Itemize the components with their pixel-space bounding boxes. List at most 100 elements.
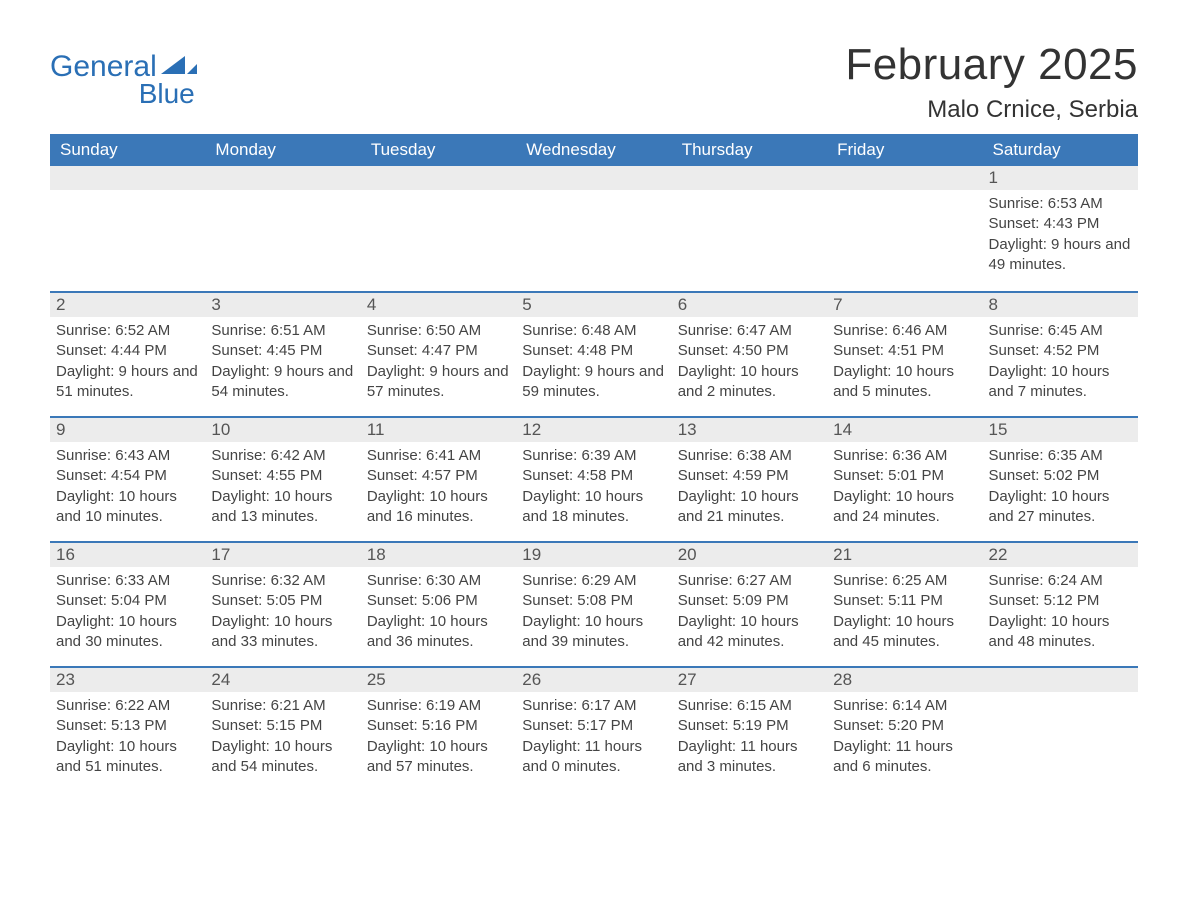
daylight-text: Daylight: 9 hours and 57 minutes. <box>367 362 510 403</box>
day-number: 16 <box>50 543 205 567</box>
day-cell: 26Sunrise: 6:17 AMSunset: 5:17 PMDayligh… <box>516 668 671 791</box>
day-header: Wednesday <box>516 134 671 166</box>
sunset-text: Sunset: 4:47 PM <box>367 341 510 361</box>
day-number: . <box>672 166 827 190</box>
day-cell: 23Sunrise: 6:22 AMSunset: 5:13 PMDayligh… <box>50 668 205 791</box>
day-number: 25 <box>361 668 516 692</box>
day-cell: 6Sunrise: 6:47 AMSunset: 4:50 PMDaylight… <box>672 293 827 416</box>
daylight-text: Daylight: 10 hours and 54 minutes. <box>211 737 354 778</box>
day-body: Sunrise: 6:19 AMSunset: 5:16 PMDaylight:… <box>361 692 516 785</box>
sunset-text: Sunset: 5:01 PM <box>833 466 976 486</box>
sunset-text: Sunset: 4:48 PM <box>522 341 665 361</box>
day-body: Sunrise: 6:30 AMSunset: 5:06 PMDaylight:… <box>361 567 516 660</box>
day-number: 13 <box>672 418 827 442</box>
sunset-text: Sunset: 5:20 PM <box>833 716 976 736</box>
logo: General Blue <box>50 40 199 110</box>
day-number: 3 <box>205 293 360 317</box>
logo-text-block: General Blue <box>50 52 199 110</box>
day-cell: . <box>205 166 360 291</box>
day-body: Sunrise: 6:25 AMSunset: 5:11 PMDaylight:… <box>827 567 982 660</box>
daylight-text: Daylight: 10 hours and 45 minutes. <box>833 612 976 653</box>
day-number: 6 <box>672 293 827 317</box>
daylight-text: Daylight: 9 hours and 54 minutes. <box>211 362 354 403</box>
day-header: Thursday <box>672 134 827 166</box>
day-cell: 3Sunrise: 6:51 AMSunset: 4:45 PMDaylight… <box>205 293 360 416</box>
sunrise-text: Sunrise: 6:42 AM <box>211 446 354 466</box>
sunset-text: Sunset: 5:02 PM <box>989 466 1132 486</box>
day-number: . <box>827 166 982 190</box>
day-body: Sunrise: 6:36 AMSunset: 5:01 PMDaylight:… <box>827 442 982 535</box>
sunrise-text: Sunrise: 6:41 AM <box>367 446 510 466</box>
sunrise-text: Sunrise: 6:36 AM <box>833 446 976 466</box>
week-row: 23Sunrise: 6:22 AMSunset: 5:13 PMDayligh… <box>50 666 1138 791</box>
day-body <box>361 190 516 202</box>
sunset-text: Sunset: 5:19 PM <box>678 716 821 736</box>
sunset-text: Sunset: 5:16 PM <box>367 716 510 736</box>
day-headers-row: SundayMondayTuesdayWednesdayThursdayFrid… <box>50 134 1138 166</box>
daylight-text: Daylight: 10 hours and 24 minutes. <box>833 487 976 528</box>
day-body: Sunrise: 6:52 AMSunset: 4:44 PMDaylight:… <box>50 317 205 410</box>
day-number: 28 <box>827 668 982 692</box>
day-number: 9 <box>50 418 205 442</box>
sunrise-text: Sunrise: 6:15 AM <box>678 696 821 716</box>
day-number: 22 <box>983 543 1138 567</box>
sunrise-text: Sunrise: 6:53 AM <box>989 194 1132 214</box>
day-body: Sunrise: 6:51 AMSunset: 4:45 PMDaylight:… <box>205 317 360 410</box>
daylight-text: Daylight: 9 hours and 49 minutes. <box>989 235 1132 276</box>
day-body: Sunrise: 6:38 AMSunset: 4:59 PMDaylight:… <box>672 442 827 535</box>
day-number: 21 <box>827 543 982 567</box>
day-body: Sunrise: 6:42 AMSunset: 4:55 PMDaylight:… <box>205 442 360 535</box>
day-number: 23 <box>50 668 205 692</box>
day-body: Sunrise: 6:15 AMSunset: 5:19 PMDaylight:… <box>672 692 827 785</box>
day-body <box>827 190 982 202</box>
logo-word2: Blue <box>139 78 195 109</box>
day-cell: . <box>983 668 1138 791</box>
sunset-text: Sunset: 4:44 PM <box>56 341 199 361</box>
daylight-text: Daylight: 11 hours and 0 minutes. <box>522 737 665 778</box>
daylight-text: Daylight: 10 hours and 33 minutes. <box>211 612 354 653</box>
daylight-text: Daylight: 10 hours and 7 minutes. <box>989 362 1132 403</box>
sunset-text: Sunset: 4:57 PM <box>367 466 510 486</box>
day-cell: 15Sunrise: 6:35 AMSunset: 5:02 PMDayligh… <box>983 418 1138 541</box>
weeks-container: ......1Sunrise: 6:53 AMSunset: 4:43 PMDa… <box>50 166 1138 791</box>
day-body: Sunrise: 6:47 AMSunset: 4:50 PMDaylight:… <box>672 317 827 410</box>
header: General Blue February 2025 Malo Crnice, … <box>50 40 1138 130</box>
day-cell: . <box>672 166 827 291</box>
sunrise-text: Sunrise: 6:29 AM <box>522 571 665 591</box>
day-cell: . <box>516 166 671 291</box>
sunset-text: Sunset: 4:51 PM <box>833 341 976 361</box>
sunrise-text: Sunrise: 6:21 AM <box>211 696 354 716</box>
day-cell: 13Sunrise: 6:38 AMSunset: 4:59 PMDayligh… <box>672 418 827 541</box>
day-number: 20 <box>672 543 827 567</box>
day-body: Sunrise: 6:14 AMSunset: 5:20 PMDaylight:… <box>827 692 982 785</box>
day-cell: 14Sunrise: 6:36 AMSunset: 5:01 PMDayligh… <box>827 418 982 541</box>
day-body: Sunrise: 6:46 AMSunset: 4:51 PMDaylight:… <box>827 317 982 410</box>
sunrise-text: Sunrise: 6:39 AM <box>522 446 665 466</box>
day-body: Sunrise: 6:17 AMSunset: 5:17 PMDaylight:… <box>516 692 671 785</box>
sunset-text: Sunset: 5:11 PM <box>833 591 976 611</box>
sunset-text: Sunset: 4:55 PM <box>211 466 354 486</box>
sunset-text: Sunset: 4:54 PM <box>56 466 199 486</box>
day-number: 17 <box>205 543 360 567</box>
sunset-text: Sunset: 5:09 PM <box>678 591 821 611</box>
day-cell: 9Sunrise: 6:43 AMSunset: 4:54 PMDaylight… <box>50 418 205 541</box>
day-cell: . <box>50 166 205 291</box>
title-block: February 2025 Malo Crnice, Serbia <box>845 40 1138 130</box>
sunrise-text: Sunrise: 6:52 AM <box>56 321 199 341</box>
sunrise-text: Sunrise: 6:25 AM <box>833 571 976 591</box>
sunrise-text: Sunrise: 6:35 AM <box>989 446 1132 466</box>
day-number: 26 <box>516 668 671 692</box>
sunset-text: Sunset: 4:43 PM <box>989 214 1132 234</box>
day-header: Tuesday <box>361 134 516 166</box>
daylight-text: Daylight: 10 hours and 13 minutes. <box>211 487 354 528</box>
day-number: 1 <box>983 166 1138 190</box>
location: Malo Crnice, Serbia <box>845 96 1138 124</box>
day-cell: 18Sunrise: 6:30 AMSunset: 5:06 PMDayligh… <box>361 543 516 666</box>
daylight-text: Daylight: 10 hours and 18 minutes. <box>522 487 665 528</box>
day-body: Sunrise: 6:35 AMSunset: 5:02 PMDaylight:… <box>983 442 1138 535</box>
sunset-text: Sunset: 4:45 PM <box>211 341 354 361</box>
day-number: 14 <box>827 418 982 442</box>
sunrise-text: Sunrise: 6:47 AM <box>678 321 821 341</box>
day-body: Sunrise: 6:50 AMSunset: 4:47 PMDaylight:… <box>361 317 516 410</box>
week-row: 2Sunrise: 6:52 AMSunset: 4:44 PMDaylight… <box>50 291 1138 416</box>
